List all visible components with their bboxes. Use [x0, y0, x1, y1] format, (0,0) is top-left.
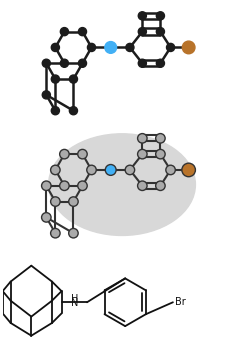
Circle shape	[138, 12, 146, 20]
Circle shape	[105, 164, 116, 175]
Text: Br: Br	[174, 297, 185, 307]
Circle shape	[51, 229, 60, 238]
Circle shape	[78, 181, 87, 190]
Text: N: N	[71, 298, 78, 308]
Circle shape	[156, 181, 165, 190]
Circle shape	[51, 107, 60, 115]
Circle shape	[69, 229, 78, 238]
Circle shape	[126, 43, 134, 51]
Circle shape	[60, 181, 69, 190]
Text: H: H	[71, 294, 78, 304]
Circle shape	[78, 149, 87, 159]
Circle shape	[156, 134, 165, 143]
Circle shape	[51, 197, 60, 206]
Circle shape	[78, 59, 87, 67]
Circle shape	[166, 165, 175, 175]
Circle shape	[69, 197, 78, 206]
Circle shape	[78, 28, 87, 36]
Circle shape	[156, 149, 165, 159]
Circle shape	[138, 28, 146, 36]
Circle shape	[60, 28, 69, 36]
Circle shape	[69, 75, 78, 83]
Circle shape	[41, 213, 51, 222]
Circle shape	[42, 59, 51, 67]
Circle shape	[156, 12, 164, 20]
Circle shape	[51, 165, 60, 175]
Circle shape	[69, 107, 78, 115]
Circle shape	[105, 42, 117, 53]
Circle shape	[138, 181, 147, 190]
Circle shape	[87, 43, 96, 51]
Circle shape	[182, 163, 195, 177]
Circle shape	[41, 181, 51, 190]
Circle shape	[182, 41, 195, 54]
Circle shape	[156, 28, 164, 36]
Circle shape	[51, 75, 60, 83]
Circle shape	[125, 165, 135, 175]
Circle shape	[60, 149, 69, 159]
Circle shape	[166, 43, 175, 51]
Ellipse shape	[49, 134, 195, 236]
Circle shape	[138, 59, 146, 67]
Circle shape	[51, 43, 60, 51]
Circle shape	[138, 134, 147, 143]
Circle shape	[42, 91, 51, 99]
Circle shape	[87, 165, 96, 175]
Circle shape	[60, 59, 69, 67]
Circle shape	[156, 59, 164, 67]
Circle shape	[138, 149, 147, 159]
